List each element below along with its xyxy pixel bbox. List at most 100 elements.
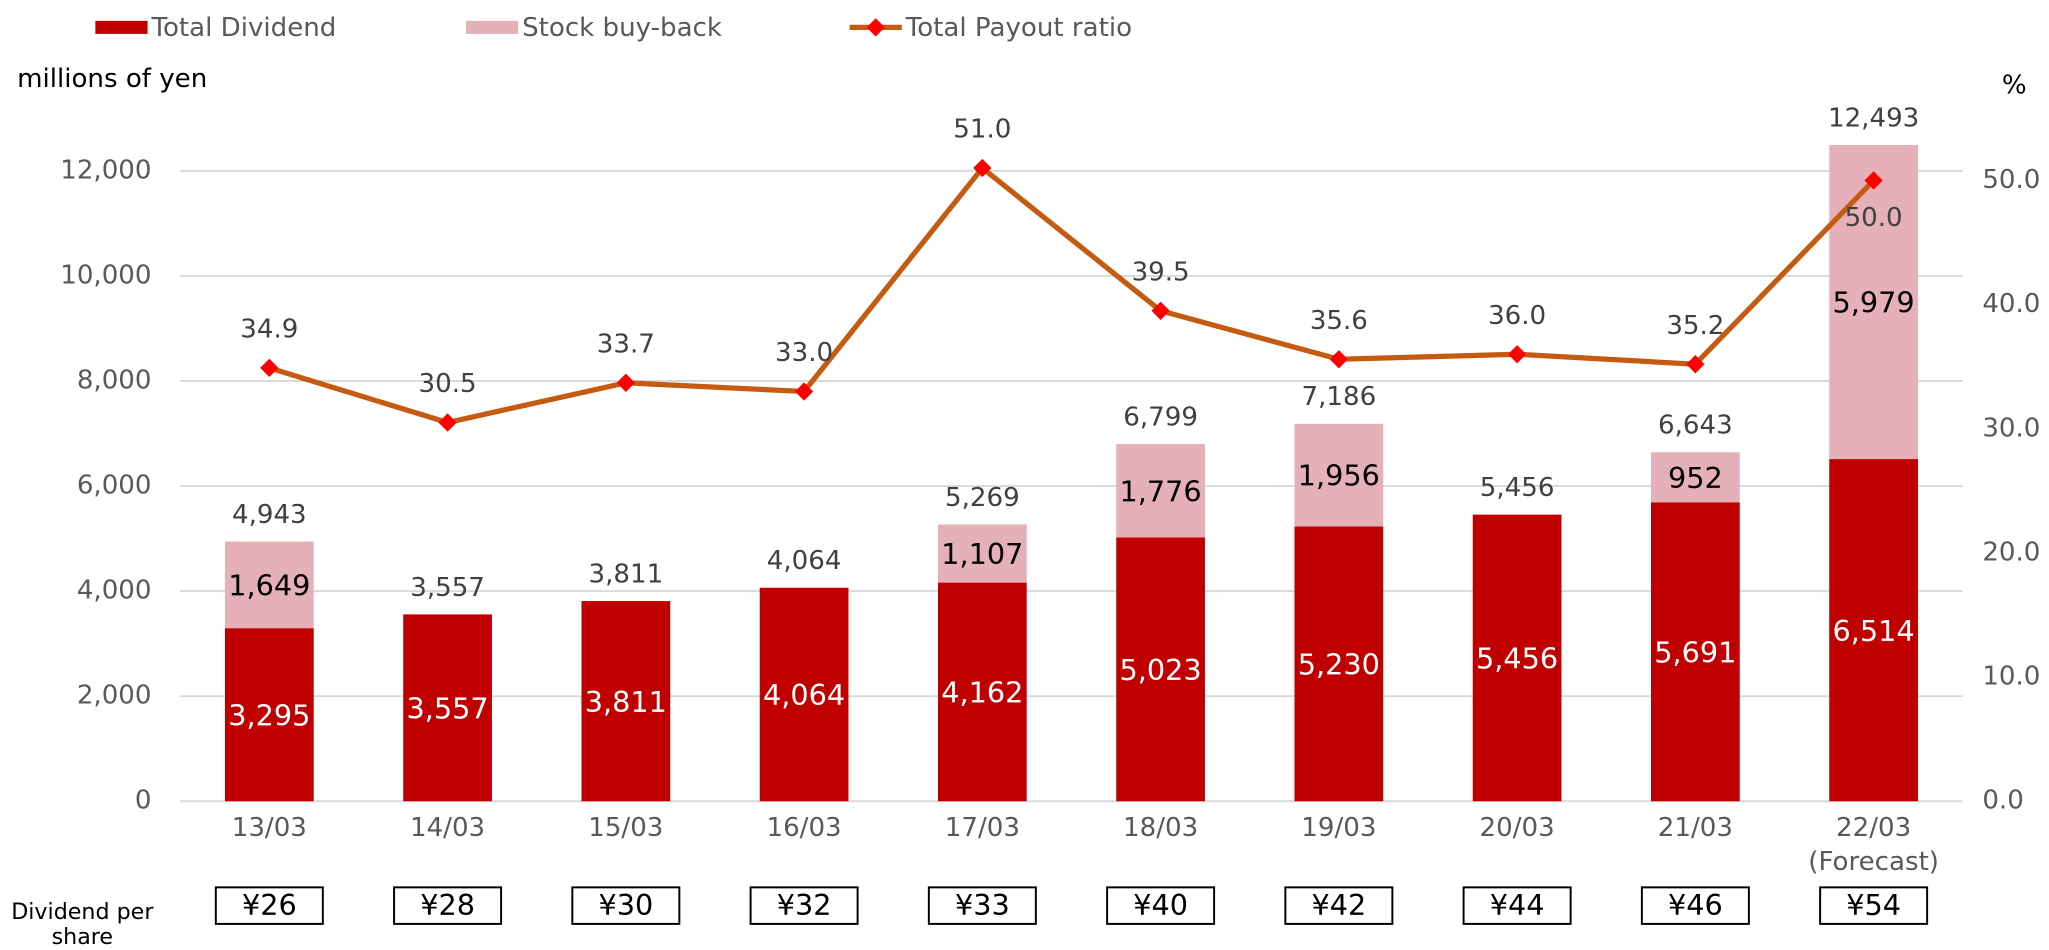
x-tick-label: 15/03 (588, 813, 663, 843)
bar-value-label: 4,064 (763, 678, 845, 712)
y2-tick-label: 30.0 (1982, 413, 2040, 443)
total-label: 4,064 (767, 546, 842, 576)
bar-value-label: 3,811 (585, 685, 667, 719)
total-label: 7,186 (1302, 382, 1377, 412)
dps-value: ¥46 (1668, 888, 1723, 922)
dps-box (1640, 886, 1750, 925)
dps-value: ¥40 (1133, 888, 1188, 922)
bar-value-label: 6,514 (1833, 614, 1915, 648)
y-tick-label: 2,000 (77, 681, 152, 711)
legend-label: Stock buy-back (522, 13, 723, 43)
y-tick-label: 0 (135, 786, 152, 816)
payout-label: 50.0 (1845, 203, 1903, 233)
bar-value-label: 1,649 (228, 568, 310, 602)
x-tick-label: 22/03 (1836, 813, 1911, 843)
y2-tick-label: 20.0 (1982, 537, 2040, 567)
total-label: 5,456 (1480, 473, 1555, 503)
bar-segment (937, 582, 1027, 802)
bar-value-label: 1,107 (941, 537, 1023, 571)
x-tick-label: 20/03 (1480, 813, 1555, 843)
y2-tick-label: 40.0 (1982, 289, 2040, 319)
payout-marker (1329, 350, 1348, 369)
dps-box (1284, 886, 1394, 925)
y-tick-label: 6,000 (77, 471, 152, 501)
legend-label: Total Payout ratio (905, 13, 1132, 43)
payout-marker (1151, 301, 1170, 320)
bar-segment (581, 601, 671, 802)
payout-label: 33.0 (775, 338, 833, 368)
dps-box (1106, 886, 1216, 925)
bar-segment (759, 587, 849, 802)
payout-line (268, 164, 1876, 426)
total-label: 5,269 (945, 483, 1020, 513)
payout-label: 35.6 (1310, 306, 1368, 336)
x-tick-label: 14/03 (410, 813, 485, 843)
dps-value: ¥44 (1490, 888, 1545, 922)
dps-box (393, 886, 503, 925)
x-tick-label: 19/03 (1301, 813, 1376, 843)
bar-segment (224, 541, 314, 629)
legend-marker (866, 18, 885, 37)
forecast-note: (Forecast) (1808, 847, 1939, 877)
bar-segment (1472, 514, 1562, 802)
legend-label: Total Dividend (150, 13, 336, 43)
y-tick-label: 10,000 (60, 260, 151, 290)
bar-segment (1651, 452, 1740, 503)
bar-value-label: 5,691 (1654, 635, 1736, 669)
bar-segment (1294, 526, 1384, 802)
bar-segment (937, 524, 1027, 583)
dps-box (214, 886, 324, 925)
bar-segment (1651, 502, 1740, 802)
bar-segment (1829, 144, 1918, 460)
bar-segment (403, 614, 492, 802)
x-tick-label: 13/03 (232, 813, 307, 843)
payout-label: 33.7 (597, 329, 655, 359)
dps-value: ¥30 (598, 888, 653, 922)
y2-axis-label: % (2002, 71, 2027, 101)
payout-label: 35.2 (1666, 311, 1724, 341)
x-tick-label: 17/03 (945, 813, 1020, 843)
legend-swatch (465, 20, 519, 34)
dps-box (927, 886, 1037, 925)
bar-value-label: 3,295 (228, 698, 310, 732)
x-tick-label: 18/03 (1123, 813, 1198, 843)
bar-segment (1829, 459, 1918, 802)
bar-value-label: 5,456 (1476, 642, 1558, 676)
payout-label: 51.0 (953, 115, 1011, 145)
total-label: 12,493 (1828, 103, 1919, 133)
payout-marker (260, 358, 279, 378)
bar-segment (1116, 444, 1205, 538)
y2-tick-label: 50.0 (1982, 165, 2040, 195)
bar-segment (1294, 423, 1384, 527)
bar-value-label: 952 (1668, 461, 1723, 495)
total-label: 4,943 (232, 500, 307, 530)
bar-value-label: 3,557 (407, 691, 489, 725)
bar-segment (224, 628, 314, 802)
bar-value-label: 1,776 (1120, 474, 1202, 508)
y-tick-label: 12,000 (60, 155, 151, 185)
payout-marker (1686, 355, 1705, 374)
dps-value: ¥28 (420, 888, 475, 922)
y2-tick-label: 0.0 (1982, 786, 2023, 816)
y-tick-label: 4,000 (77, 576, 152, 606)
y-axis-label: millions of yen (17, 64, 207, 94)
dps-box (571, 886, 681, 925)
payout-label: 34.9 (240, 315, 298, 345)
total-label: 6,799 (1123, 402, 1198, 432)
payout-label: 39.5 (1132, 257, 1190, 287)
bar-value-label: 5,979 (1833, 286, 1915, 320)
dps-box (1819, 886, 1929, 925)
y2-tick-label: 10.0 (1982, 662, 2040, 692)
bar-segment (1116, 537, 1205, 802)
dps-value: ¥33 (955, 888, 1010, 922)
dps-value: ¥26 (242, 888, 297, 922)
bar-value-label: 4,162 (941, 676, 1023, 710)
payout-marker (794, 382, 814, 401)
dps-value: ¥32 (777, 888, 832, 922)
payout-marker (438, 413, 457, 432)
total-label: 3,811 (589, 559, 664, 589)
bar-value-label: 5,230 (1298, 647, 1380, 681)
dps-box (1462, 886, 1572, 925)
